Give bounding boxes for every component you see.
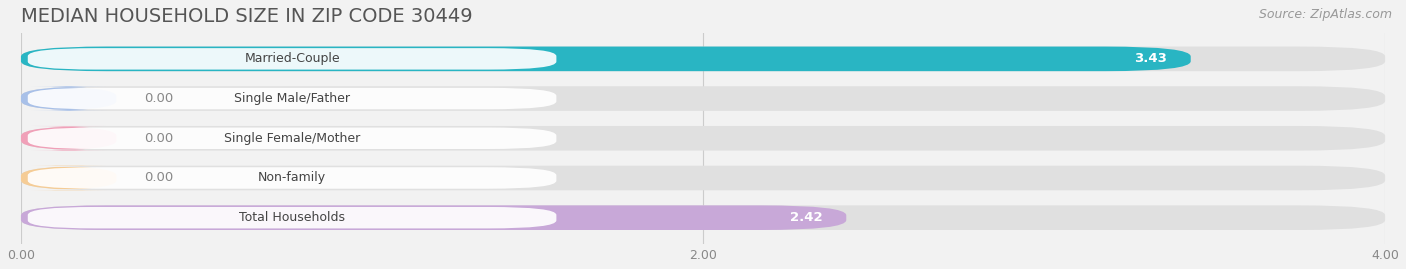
Text: MEDIAN HOUSEHOLD SIZE IN ZIP CODE 30449: MEDIAN HOUSEHOLD SIZE IN ZIP CODE 30449 <box>21 7 472 26</box>
FancyBboxPatch shape <box>21 166 117 190</box>
Text: Married-Couple: Married-Couple <box>245 52 340 65</box>
Text: Single Female/Mother: Single Female/Mother <box>224 132 360 145</box>
Text: 2.42: 2.42 <box>790 211 823 224</box>
FancyBboxPatch shape <box>21 166 1385 190</box>
FancyBboxPatch shape <box>21 47 1385 71</box>
FancyBboxPatch shape <box>21 126 1385 151</box>
FancyBboxPatch shape <box>28 167 557 189</box>
FancyBboxPatch shape <box>21 126 117 151</box>
FancyBboxPatch shape <box>21 206 846 230</box>
Text: 3.43: 3.43 <box>1135 52 1167 65</box>
FancyBboxPatch shape <box>21 86 117 111</box>
FancyBboxPatch shape <box>28 88 557 109</box>
Text: Source: ZipAtlas.com: Source: ZipAtlas.com <box>1258 8 1392 21</box>
Text: 0.00: 0.00 <box>143 132 173 145</box>
Text: Single Male/Father: Single Male/Father <box>233 92 350 105</box>
FancyBboxPatch shape <box>21 47 1191 71</box>
FancyBboxPatch shape <box>21 206 1385 230</box>
FancyBboxPatch shape <box>28 48 557 70</box>
FancyBboxPatch shape <box>28 207 557 228</box>
Text: Total Households: Total Households <box>239 211 344 224</box>
Text: Non-family: Non-family <box>259 171 326 185</box>
FancyBboxPatch shape <box>21 86 1385 111</box>
FancyBboxPatch shape <box>28 128 557 149</box>
Text: 0.00: 0.00 <box>143 92 173 105</box>
Text: 0.00: 0.00 <box>143 171 173 185</box>
